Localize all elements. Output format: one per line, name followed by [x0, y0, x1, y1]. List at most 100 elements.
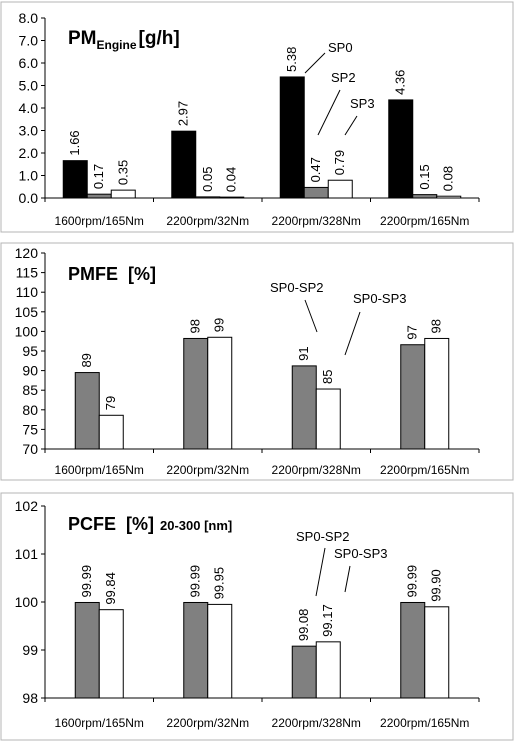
- y-tick-label: 95: [22, 343, 38, 359]
- bar-sp0-sp3-4: [424, 606, 450, 699]
- bar-value-label: 0.08: [441, 166, 456, 191]
- bar-value-label: 0.15: [417, 164, 432, 189]
- bar-sp3-3: [327, 179, 353, 199]
- y-tick-label: 115: [16, 265, 39, 281]
- bar-value-label: 99.84: [103, 572, 118, 605]
- y-tick-label: 70: [22, 441, 38, 457]
- y-tick-label: 110: [16, 284, 39, 300]
- bar-sp3-2: [219, 196, 245, 199]
- bar-value-label: 85: [320, 370, 335, 384]
- bar-value-label: 99.99: [79, 565, 94, 598]
- y-tick-label: 1.0: [19, 168, 39, 184]
- bar-value-label: 1.66: [67, 130, 82, 155]
- y-tick-label: 98: [22, 690, 38, 706]
- y-tick-label: 85: [22, 382, 38, 398]
- x-tick-label: 2200rpm/165Nm: [380, 463, 469, 477]
- axes: 70 75 80 85 90 95 100 105 110 115 120 1600rpm/165Nm…: [15, 245, 480, 477]
- y-tick-label: 4.0: [19, 100, 39, 116]
- y-tick-label: 5.0: [19, 78, 39, 94]
- y-tick-label: 80: [22, 402, 38, 418]
- bar-sp0-2: [171, 130, 197, 199]
- y-tick-label: 100: [15, 594, 39, 610]
- callout-line-sp3: [344, 115, 358, 136]
- bar-sp0-4: [388, 99, 414, 199]
- panel-title: PMEngine [g/h]: [68, 28, 180, 52]
- panel-title: PCFE [%] 20-300 [nm]: [68, 514, 232, 534]
- bar-sp0-sp3-1: [98, 414, 124, 450]
- bar-value-label: 97: [405, 325, 420, 339]
- bar-sp0-sp2-4: [400, 601, 426, 699]
- bar-sp0-sp2-1: [74, 601, 100, 699]
- bar-value-label: 4.36: [393, 70, 408, 95]
- bars: 89 98 91 97 79 99 85 98: [74, 318, 450, 450]
- bar-sp0-sp2-3: [291, 365, 317, 450]
- callout-label-sp0-sp2: SP0-SP2: [270, 280, 323, 295]
- bar-sp0-sp2-2: [183, 337, 209, 450]
- callout-label-sp0: SP0: [328, 40, 353, 55]
- bar-value-label: 99.99: [188, 565, 203, 598]
- x-tick-label: 2200rpm/328Nm: [272, 214, 361, 228]
- axes: 98 99 100 101 102 1600rpm/165Nm 2200rpm/32Nm 22…: [15, 498, 480, 730]
- bars: 1.66 2.97 5.38 4.36 0.17 0.05 0.47 0.15 0.35 0.04…: [62, 47, 462, 199]
- bar-value-label: 0.05: [200, 167, 215, 192]
- bar-value-label: 5.38: [284, 47, 299, 72]
- bar-value-label: 91: [296, 346, 311, 360]
- x-tick-label: 1600rpm/165Nm: [55, 214, 144, 228]
- bar-value-label: 0.35: [115, 160, 130, 185]
- bar-value-label: 99.17: [320, 604, 335, 637]
- y-tick-label: 105: [15, 304, 39, 320]
- bar-sp0-sp3-2: [207, 603, 233, 699]
- bar-value-label: 79: [103, 396, 118, 410]
- bar-value-label: 99.95: [212, 567, 227, 600]
- bar-value-label: 0.04: [224, 167, 239, 192]
- bar-sp0-sp3-4: [424, 337, 450, 450]
- y-tick-label: 99: [22, 642, 38, 658]
- callout-line-sp0-sp2: [304, 299, 318, 333]
- bar-value-label: 98: [188, 319, 203, 333]
- bar-value-label: 2.97: [176, 101, 191, 126]
- y-tick-label: 75: [22, 421, 38, 437]
- bar-value-label: 0.47: [308, 157, 323, 182]
- callout-label-sp0-sp3: SP0-SP3: [353, 291, 406, 306]
- y-tick-label: 8.0: [19, 10, 39, 26]
- callout-line-sp0: [304, 52, 326, 74]
- bar-sp2-3: [303, 186, 329, 199]
- bars: 99.99 99.99 99.08 99.99 99.84 99.95 99.17 99.90: [74, 565, 450, 699]
- bar-sp2-1: [86, 193, 112, 199]
- bar-value-label: 99.99: [405, 565, 420, 598]
- callout-label-sp3: SP3: [350, 96, 375, 111]
- bar-sp0-sp2-4: [400, 344, 426, 450]
- x-tick-label: 2200rpm/165Nm: [380, 716, 469, 730]
- callout-line-sp0-sp3: [344, 311, 361, 356]
- bar-sp2-2: [195, 196, 221, 199]
- y-tick-label: 120: [15, 245, 39, 261]
- callout-label-sp0-sp3: SP0-SP3: [334, 546, 387, 561]
- bar-sp0-3: [279, 76, 305, 199]
- bar-value-label: 99.90: [429, 569, 444, 602]
- callout-line-sp0-sp3: [344, 565, 351, 593]
- bar-sp0-sp2-1: [74, 372, 100, 450]
- callout-label-sp0-sp2: SP0-SP2: [296, 529, 349, 544]
- y-tick-label: 6.0: [19, 55, 39, 71]
- panel-pmfe: PMFE [%] 70 75 80 85 90 95 100 105 110 115 120 1600…: [0, 242, 514, 481]
- callouts: SP0-SP2 SP0-SP3: [296, 529, 387, 597]
- callouts: SP0 SP2 SP3: [304, 40, 375, 136]
- bar-value-label: 0.17: [91, 164, 106, 189]
- bar-sp0-sp3-1: [98, 609, 124, 699]
- y-tick-label: 2.0: [19, 145, 39, 161]
- callout-line-sp2: [317, 89, 341, 136]
- bar-sp0-sp3-2: [207, 336, 233, 450]
- callout-line-sp0-sp2: [315, 547, 326, 597]
- bar-sp0-sp2-2: [183, 601, 209, 699]
- bar-value-label: 89: [79, 353, 94, 367]
- panel-pcfe: PCFE [%] 20-300 [nm] 98 99 100 101 102 1600rpm…: [0, 492, 514, 741]
- bar-value-label: 99.08: [296, 609, 311, 642]
- x-tick-label: 2200rpm/32Nm: [166, 463, 249, 477]
- x-tick-label: 1600rpm/165Nm: [55, 716, 144, 730]
- bar-value-label: 99: [212, 318, 227, 332]
- bar-sp2-4: [412, 194, 438, 199]
- y-tick-label: 90: [22, 363, 38, 379]
- x-tick-label: 2200rpm/328Nm: [272, 716, 361, 730]
- bar-sp3-1: [110, 189, 136, 199]
- y-tick-label: 100: [15, 323, 39, 339]
